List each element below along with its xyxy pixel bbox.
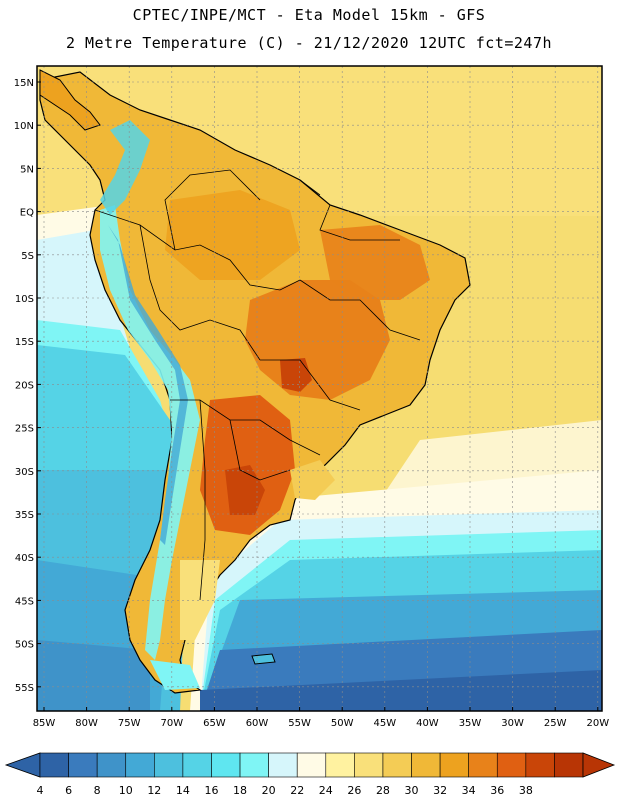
colorbar-label: 8 [94, 784, 101, 797]
longitude-label: 50W [331, 718, 354, 729]
colorbar-swatch [439, 752, 469, 778]
colorbar-swatch [68, 752, 98, 778]
colorbar-label: 14 [176, 784, 190, 797]
ocean-zone-14 [37, 345, 185, 500]
uruguay-cooler-coast [290, 460, 335, 500]
latitude-label: 40S [15, 553, 34, 564]
central-america [39, 69, 101, 131]
longitude-label: 30W [501, 718, 524, 729]
colorbar-swatch [468, 752, 498, 778]
longitude-label: 85W [33, 718, 56, 729]
cool-zone-tierra-del-fuego [150, 660, 200, 690]
latitude-label: 5N [20, 164, 34, 175]
colorbar-label: 36 [490, 784, 504, 797]
colorbar-label: 30 [405, 784, 419, 797]
colorbar-label: 32 [433, 784, 447, 797]
chart-title-line-2: 2 Metre Temperature (C) - 21/12/2020 12U… [65, 34, 553, 52]
longitude-label: 80W [75, 718, 98, 729]
latitude-label: 15N [14, 78, 34, 89]
colorbar-right-arrow [582, 752, 616, 778]
latitude-label: 55S [15, 683, 34, 694]
chart-title-line-1: CPTEC/INPE/MCT - Eta Model 15km - GFS [132, 6, 486, 24]
latitude-label: EQ [20, 208, 34, 219]
colorbar-label: 16 [204, 784, 218, 797]
latitude-label: 20S [15, 380, 34, 391]
colorbar-label: 28 [376, 784, 390, 797]
colorbar-label: 38 [519, 784, 533, 797]
colorbar-label: 12 [147, 784, 161, 797]
longitude-label: 60W [246, 718, 269, 729]
colorbar-left-arrow [4, 752, 41, 778]
ocean-zone-8 [37, 640, 150, 711]
colorbar-swatch [354, 752, 384, 778]
colorbar-label: 18 [233, 784, 247, 797]
latitude-label: 10S [15, 294, 34, 305]
latitude-label: 25S [15, 424, 34, 435]
colorbar-swatch [411, 752, 441, 778]
colorbar-swatch [39, 752, 69, 778]
hot-core-pantanal [280, 358, 312, 392]
colorbar-swatch [496, 752, 527, 778]
longitude-label: 20W [586, 718, 609, 729]
latitude-label: 10N [14, 121, 34, 132]
colorbar-label: 20 [262, 784, 276, 797]
latitude-label: 5S [21, 251, 34, 262]
andes-cool-band [100, 205, 200, 660]
longitude-label: 65W [203, 718, 226, 729]
north-andes-band [100, 120, 150, 215]
colorbar-swatch [268, 752, 298, 778]
longitude-label: 45W [373, 718, 396, 729]
graticule [37, 66, 602, 711]
colorbar-swatch [239, 752, 269, 778]
latitude-label: 35S [15, 510, 34, 521]
longitude-label: 75W [118, 718, 141, 729]
colorbar-swatch [525, 752, 555, 778]
colorbar-swatch [125, 752, 155, 778]
hot-zone-northeast [320, 225, 430, 300]
colorbar-swatch [296, 752, 327, 778]
longitude-label: 35W [459, 718, 482, 729]
latitude-label: 30S [15, 467, 34, 478]
colorbar-label: 22 [290, 784, 304, 797]
ocean-south-atlantic-patch [380, 420, 602, 500]
colorbar-label: 10 [119, 784, 133, 797]
colorbar-label: 26 [347, 784, 361, 797]
warm-zone-amazon [165, 190, 300, 280]
colorbar-swatch [211, 752, 241, 778]
ocean-south-atlantic-4 [200, 670, 602, 711]
colorbar-swatch [154, 752, 184, 778]
latitude-label: 45S [15, 596, 34, 607]
falkland-islands [251, 653, 276, 665]
hot-zone-chaco [200, 395, 295, 535]
colorbar-swatch [96, 752, 127, 778]
latitude-label: 15S [15, 337, 34, 348]
colorbar-label: 24 [319, 784, 333, 797]
longitude-label: 55W [288, 718, 311, 729]
latitude-label: 50S [15, 640, 34, 651]
latitude-labels: 15N 10N 5N EQ 5S 10S 15S 20S 25S 30S 35S 40S 45S 50S 5… [14, 78, 41, 694]
colorbar-swatch [554, 752, 584, 778]
temperature-colorbar: 4 6 8 10 12 14 16 18 20 22 24 26 28 30 32 34 36 38 [4, 752, 616, 797]
colorbar-label: 4 [37, 784, 44, 797]
colorbar-swatch [382, 752, 412, 778]
colorbar-swatch [182, 752, 212, 778]
colorbar-label: 34 [462, 784, 476, 797]
longitude-labels: 85W 80W 75W 70W 65W 60W 55W 50W 45W 40W 35W 30W 25W 2… [33, 707, 609, 729]
colorbar-label: 6 [65, 784, 72, 797]
colorbar-swatch [325, 752, 355, 778]
longitude-label: 25W [544, 718, 567, 729]
longitude-label: 40W [416, 718, 439, 729]
map-frame [36, 65, 603, 712]
longitude-label: 70W [160, 718, 183, 729]
country-borders [94, 169, 421, 601]
